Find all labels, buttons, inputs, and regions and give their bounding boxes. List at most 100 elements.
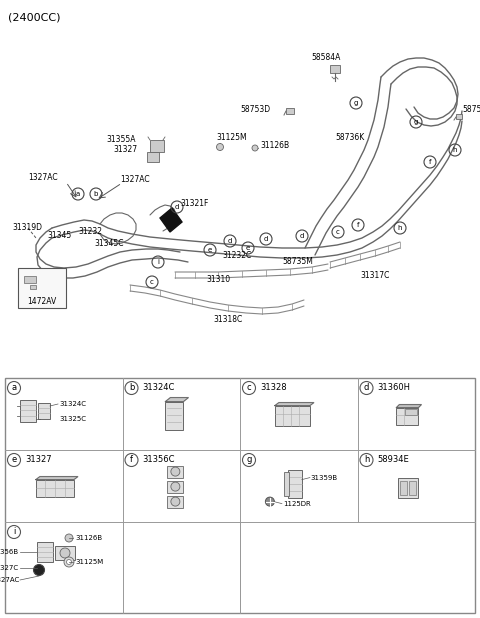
Text: 58934E: 58934E [377, 455, 409, 465]
Text: b: b [94, 191, 98, 197]
Text: d: d [364, 384, 369, 392]
Text: e: e [12, 455, 17, 465]
Circle shape [64, 557, 74, 567]
Polygon shape [36, 476, 78, 480]
Text: 31324C: 31324C [143, 384, 175, 392]
Text: 58584A: 58584A [312, 53, 341, 62]
Text: h: h [398, 225, 402, 231]
Text: 31356B: 31356B [0, 549, 19, 555]
Text: f: f [357, 222, 359, 228]
Text: e: e [208, 247, 212, 253]
Text: 31321F: 31321F [180, 200, 208, 208]
Circle shape [216, 143, 224, 151]
Text: 1125DR: 1125DR [283, 501, 311, 507]
Polygon shape [166, 397, 188, 402]
Text: 58736K: 58736K [336, 133, 365, 143]
Circle shape [67, 559, 72, 564]
Text: h: h [453, 147, 457, 153]
Text: g: g [246, 455, 252, 465]
Polygon shape [396, 405, 421, 408]
Text: 31359B: 31359B [311, 475, 338, 481]
Text: 31327C: 31327C [0, 565, 19, 571]
Text: a: a [76, 191, 80, 197]
Text: 31317C: 31317C [360, 271, 390, 281]
Text: c: c [150, 279, 154, 285]
Bar [286, 108, 294, 114]
Text: 31232: 31232 [78, 227, 102, 235]
Text: f: f [429, 159, 431, 165]
Text: c: c [247, 384, 252, 392]
Bar [288, 470, 302, 497]
Bar [55, 546, 75, 560]
Text: 31310: 31310 [206, 276, 230, 284]
Polygon shape [275, 402, 314, 405]
Text: g: g [354, 100, 358, 106]
Text: 31324C: 31324C [59, 401, 86, 407]
Text: i: i [13, 528, 15, 536]
Text: 1327AC: 1327AC [28, 174, 58, 182]
Text: d: d [228, 238, 232, 244]
Bar [409, 481, 416, 494]
Bar [330, 65, 340, 73]
Bar [166, 402, 183, 430]
Text: i: i [157, 259, 159, 265]
Circle shape [171, 482, 180, 491]
Text: 31360H: 31360H [377, 384, 410, 392]
Circle shape [65, 534, 73, 542]
Bar [400, 481, 408, 494]
Bar [168, 465, 183, 478]
Bar [147, 152, 159, 162]
Text: 31318C: 31318C [214, 316, 242, 324]
Circle shape [171, 467, 180, 476]
Text: 31345: 31345 [48, 232, 72, 240]
Bar [284, 472, 289, 496]
Bar [168, 481, 183, 493]
Circle shape [171, 497, 180, 506]
Text: 31126B: 31126B [75, 535, 102, 541]
Bar [406, 408, 418, 415]
Bar [275, 405, 310, 426]
Bar [456, 114, 462, 119]
Text: 31356C: 31356C [143, 455, 175, 465]
Text: (2400CC): (2400CC) [8, 13, 60, 23]
Bar [396, 408, 419, 425]
Text: 31328: 31328 [260, 384, 287, 392]
Circle shape [252, 145, 258, 151]
Text: d: d [300, 233, 304, 239]
Text: d: d [175, 204, 179, 210]
Text: e: e [246, 245, 250, 251]
Text: f: f [130, 455, 133, 465]
Circle shape [34, 564, 45, 575]
Circle shape [265, 497, 275, 506]
Text: 31327: 31327 [114, 145, 138, 154]
Text: 58753D: 58753D [462, 106, 480, 114]
Text: a: a [12, 384, 17, 392]
Bar [5, 378, 475, 613]
Polygon shape [160, 208, 182, 232]
Text: d: d [264, 236, 268, 242]
Bar [30, 285, 36, 289]
Text: 1327AC: 1327AC [0, 577, 19, 583]
Text: 31319D: 31319D [12, 224, 42, 232]
Text: c: c [336, 229, 340, 235]
Bar [241, 523, 474, 612]
Bar [36, 480, 74, 497]
Text: 31327: 31327 [25, 455, 52, 465]
Text: 1472AV: 1472AV [27, 297, 57, 307]
Bar [150, 140, 164, 152]
Bar [18, 268, 66, 308]
Bar [38, 403, 50, 419]
Bar [37, 542, 53, 562]
Text: 58753D: 58753D [240, 106, 270, 114]
Text: 31126B: 31126B [260, 140, 289, 150]
Text: 31125M: 31125M [75, 559, 103, 565]
Text: 58735M: 58735M [283, 258, 313, 266]
Text: 31345C: 31345C [94, 240, 123, 248]
Text: 1327AC: 1327AC [120, 176, 150, 185]
Bar [398, 478, 419, 497]
Text: b: b [129, 384, 134, 392]
Text: 31232C: 31232C [222, 252, 251, 261]
Bar [24, 276, 36, 283]
Bar [20, 400, 36, 422]
Text: 31325C: 31325C [59, 416, 86, 422]
